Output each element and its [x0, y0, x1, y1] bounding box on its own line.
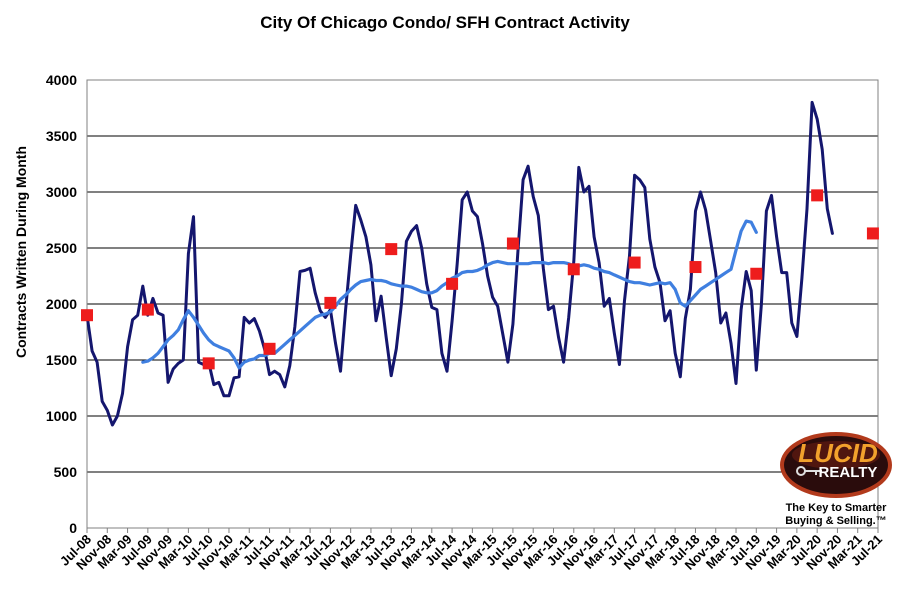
annual-marker-point: [866, 227, 879, 240]
annual-marker-point: [324, 296, 337, 309]
y-axis-label: Contracts Written During Month: [13, 146, 29, 358]
annual-marker-point: [811, 189, 824, 202]
logo-tagline-line2: Buying & Selling.™: [785, 515, 886, 527]
logo-tagline-line1: The Key to Smarter: [786, 502, 888, 514]
annual-marker-point: [689, 261, 702, 274]
annual-marker-point: [506, 237, 519, 250]
y-tick-label: 3500: [46, 128, 77, 144]
y-tick-label: 1000: [46, 408, 77, 424]
logo-word: LUCID: [798, 438, 878, 468]
logo-badge-highlight: [792, 441, 880, 469]
series-layer: [81, 100, 879, 427]
y-tick-label: 4000: [46, 72, 77, 88]
annual-marker-point: [81, 309, 93, 322]
y-tick-label: 2000: [46, 296, 77, 312]
monthly-contracts-line: [85, 100, 834, 427]
annual-marker-point: [567, 263, 580, 276]
plot-frame: [86, 79, 879, 529]
y-tick-label: 2500: [46, 240, 77, 256]
y-tick-labels: 0 500 1000 1500 2000 2500 3000 3500 4000: [46, 72, 77, 536]
annual-marker-point: [385, 243, 398, 256]
y-tick-label: 500: [54, 464, 78, 480]
key-icon: [796, 466, 822, 476]
y-tick-label: 1500: [46, 352, 77, 368]
annual-marker-point: [446, 277, 459, 290]
y-tick-label: 3000: [46, 184, 77, 200]
annual-marker-point: [202, 357, 215, 370]
annual-marker-point: [263, 342, 276, 355]
lucid-realty-logo: LUCID REALTY The Key to Smarter Buying &…: [780, 432, 892, 527]
x-tick-labels: Jul-08Nov-08Mar-09Jul-09Nov-09Mar-10Jul-…: [57, 528, 885, 573]
annual-marker-point: [141, 303, 154, 316]
logo-sub: REALTY: [819, 464, 878, 481]
gridlines: [87, 135, 878, 473]
y-tick-label: 0: [69, 520, 77, 536]
annual-marker-point: [750, 267, 763, 280]
annual-marker-point: [628, 256, 641, 269]
chart-title: City Of Chicago Condo/ SFH Contract Acti…: [260, 13, 630, 32]
